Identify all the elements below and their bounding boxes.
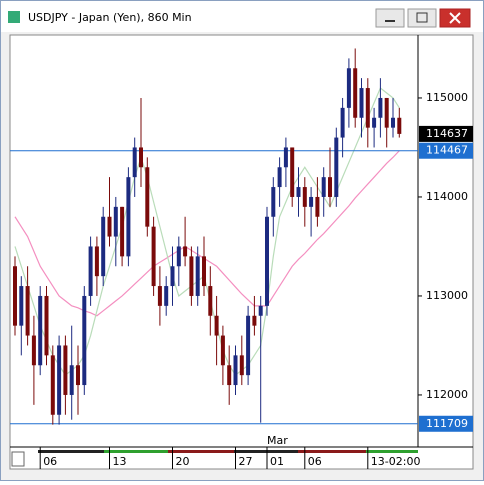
- candle-body: [302, 187, 307, 207]
- candle-body: [233, 355, 238, 386]
- candle-body: [164, 286, 169, 306]
- candle-body: [113, 206, 118, 237]
- candle-body: [195, 256, 200, 296]
- candle-body: [19, 286, 24, 326]
- minimize-button[interactable]: [375, 8, 405, 28]
- session-strip: [298, 450, 366, 453]
- candle-body: [101, 216, 106, 277]
- candle-body: [38, 295, 43, 366]
- x-tick-label: 20: [176, 455, 190, 468]
- scroll-box[interactable]: [11, 451, 25, 467]
- y-tick-label: 115000: [426, 91, 468, 104]
- x-tick-label: 13: [113, 455, 127, 468]
- chart-title: USDJPY - Japan (Yen), 860 Min: [28, 11, 192, 24]
- candle-body: [157, 286, 162, 306]
- y-tick-label: 114000: [426, 190, 468, 203]
- candle-body: [315, 196, 320, 217]
- candle-body: [208, 286, 213, 316]
- candle-body: [283, 147, 288, 168]
- session-strip: [38, 450, 104, 453]
- app-icon: [8, 11, 20, 23]
- candle-body: [296, 187, 301, 197]
- session-strip: [234, 450, 298, 453]
- price-label: 111709: [426, 417, 468, 430]
- candle-body: [359, 88, 364, 118]
- candle-body: [126, 177, 131, 257]
- chart-panel: [9, 34, 474, 470]
- candle-body: [132, 147, 137, 178]
- price-label: 114467: [426, 144, 468, 157]
- candle-body: [321, 177, 326, 197]
- candle-body: [94, 246, 99, 277]
- candle-body: [214, 315, 219, 336]
- x-tick-label: 13-02:00: [371, 455, 421, 468]
- candle-body: [328, 177, 332, 197]
- candle-body: [290, 147, 295, 197]
- price-label-box: [419, 142, 473, 159]
- candle-body: [258, 305, 263, 316]
- candle-body: [378, 97, 383, 118]
- session-strip: [366, 450, 418, 453]
- candle-body: [384, 97, 389, 128]
- candle-body: [31, 335, 36, 366]
- candle-body: [252, 315, 257, 326]
- candle-body: [69, 365, 74, 395]
- candle-body: [227, 365, 232, 386]
- maximize-button[interactable]: [407, 8, 437, 28]
- x-annotation: Mar: [267, 434, 288, 447]
- y-tick-label: 112000: [426, 388, 468, 401]
- candle-body: [220, 335, 225, 366]
- candle-body: [183, 246, 188, 257]
- candle-body: [57, 345, 62, 415]
- candle-body: [176, 246, 181, 267]
- last-price-label: 114637: [426, 127, 468, 140]
- moving-average: [14, 150, 400, 317]
- candle-body: [88, 246, 93, 296]
- maximize-icon: [416, 12, 428, 23]
- candle-body: [340, 107, 345, 138]
- candle-body: [44, 295, 49, 356]
- candle-body: [170, 266, 175, 287]
- candle-body: [265, 216, 269, 306]
- candle-body: [334, 137, 339, 197]
- candle-body: [120, 206, 125, 257]
- candle-body: [107, 216, 112, 237]
- y-tick-label: 113000: [426, 289, 468, 302]
- candle-body: [277, 167, 282, 188]
- candle-body: [50, 355, 55, 415]
- candle-body: [271, 187, 276, 217]
- candle-body: [189, 256, 194, 296]
- candle-body: [246, 315, 251, 376]
- x-tick-label: 27: [239, 455, 253, 468]
- window-controls[interactable]: [375, 8, 471, 28]
- candle-body: [13, 266, 17, 326]
- x-tick-label: 06: [43, 455, 57, 468]
- candle-body: [239, 355, 244, 376]
- candle-body: [372, 117, 377, 128]
- candle-body: [145, 167, 150, 227]
- candle-body: [82, 295, 87, 386]
- candle-body: [346, 68, 351, 108]
- candle-body: [151, 226, 156, 287]
- last-price-box: [419, 125, 473, 142]
- candle-body: [309, 196, 314, 207]
- candle-body: [365, 88, 370, 128]
- candle-body: [25, 286, 30, 336]
- close-icon: [449, 12, 461, 24]
- candle-body: [76, 365, 80, 386]
- candle-body: [63, 345, 68, 395]
- candle-body: [391, 117, 395, 128]
- candle-body: [397, 117, 402, 134]
- candle-body: [202, 256, 206, 287]
- session-strip: [168, 450, 234, 453]
- candle-body: [353, 68, 358, 118]
- price-label-box: [419, 415, 473, 432]
- session-strip: [104, 450, 168, 453]
- x-tick-label: 01: [270, 455, 284, 468]
- candle-body: [139, 147, 143, 168]
- x-tick-label: 06: [308, 455, 322, 468]
